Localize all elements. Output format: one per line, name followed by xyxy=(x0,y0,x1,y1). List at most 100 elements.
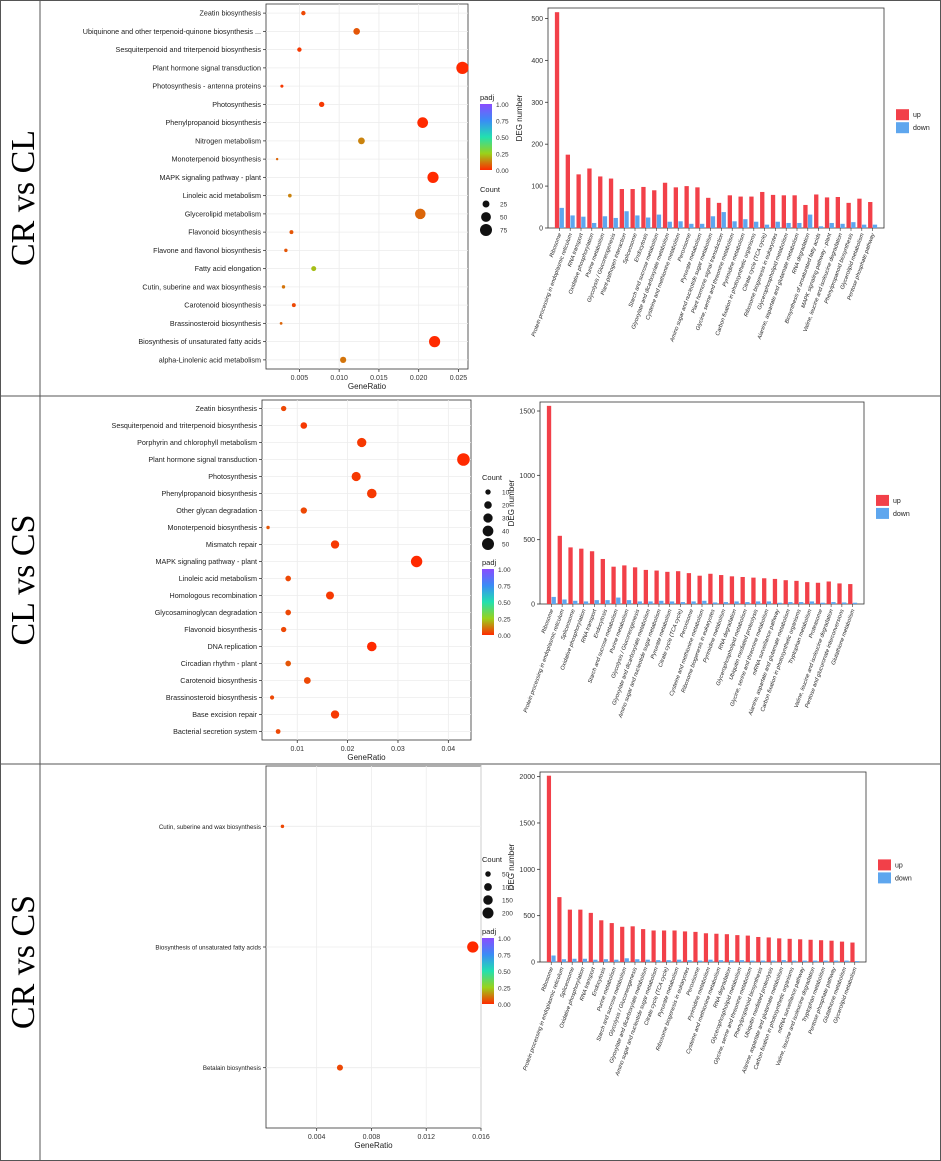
x-axis-title: GeneRatio xyxy=(354,1141,393,1150)
bar-down xyxy=(700,223,705,228)
y-tick-label: 0 xyxy=(539,226,543,233)
bar-up xyxy=(554,12,560,229)
term-label: Plant hormone signal transduction xyxy=(148,455,257,464)
bar-up xyxy=(589,551,595,604)
bar-down xyxy=(739,960,745,962)
term-point xyxy=(300,507,307,514)
bar-up xyxy=(772,578,778,604)
bar-down xyxy=(809,601,815,604)
bar-up xyxy=(652,190,657,228)
bar-up xyxy=(740,576,745,604)
bar-down xyxy=(862,224,867,228)
bar-up xyxy=(839,941,845,962)
bar-down xyxy=(799,602,804,604)
term-label: DNA replication xyxy=(207,642,257,651)
x-tick-label: 0.025 xyxy=(450,375,468,382)
bar-up xyxy=(868,202,873,228)
padj-tick-label: 0.75 xyxy=(498,584,511,591)
term-point xyxy=(457,453,470,466)
term-label: Porphyrin and chlorophyll metabolism xyxy=(137,438,257,447)
bar-up xyxy=(661,930,667,962)
y-tick-label: 500 xyxy=(523,537,535,544)
bar-down xyxy=(635,215,640,228)
count-legend-dot xyxy=(483,895,493,905)
bar-down xyxy=(593,959,598,962)
term-point xyxy=(330,710,340,719)
bar-up xyxy=(727,195,732,228)
count-legend-label: 40 xyxy=(502,529,510,536)
term-label: Brassinosteroid biosynthesis xyxy=(170,319,261,328)
bar-up xyxy=(703,933,709,962)
bar-down xyxy=(573,600,578,604)
bar-down xyxy=(775,221,780,228)
padj-tick-label: 0.50 xyxy=(498,600,511,607)
bar-down xyxy=(551,596,556,604)
row-label-1: CR vs CL xyxy=(5,130,42,266)
bar-down xyxy=(820,602,825,604)
bar-up xyxy=(579,548,584,604)
bar-up xyxy=(578,909,583,962)
bar-down xyxy=(808,214,813,228)
x-tick-label: 0.005 xyxy=(291,375,309,382)
count-legend-label: 10 xyxy=(502,490,510,497)
bar-down xyxy=(851,222,856,228)
count-legend-dot xyxy=(483,513,493,523)
bar-up xyxy=(565,154,570,228)
bar-down xyxy=(691,601,696,604)
bar-up xyxy=(794,580,799,604)
bar-up xyxy=(829,940,834,962)
bar-down xyxy=(582,958,588,962)
bar-up xyxy=(706,197,711,228)
padj-tick-label: 1.00 xyxy=(498,936,511,943)
bar-down xyxy=(831,602,836,604)
term-label: Monoterpenoid biosynthesis xyxy=(172,155,262,164)
bar-up xyxy=(777,938,782,962)
bar-up xyxy=(611,566,616,604)
bar-up xyxy=(557,897,562,962)
bar-up xyxy=(546,775,552,962)
bar-up xyxy=(632,567,638,604)
term-label: Carotenoid biosynthesis xyxy=(180,676,257,685)
y-tick-label: 1500 xyxy=(519,409,535,416)
bar-down xyxy=(781,960,786,962)
bar-down xyxy=(656,960,661,962)
term-label: Homologous recombination xyxy=(170,591,258,600)
term-label: Phenylpropanoid biosynthesis xyxy=(162,489,258,498)
term-label: Ubiquinone and other terpenoid-quinone b… xyxy=(83,27,261,36)
term-point xyxy=(366,641,377,652)
legend-label-down: down xyxy=(895,875,912,882)
padj-tick-label: 0.25 xyxy=(498,986,511,993)
term-label: Zeatin biosynthesis xyxy=(195,404,257,413)
bar-up xyxy=(609,923,614,962)
bar-down xyxy=(702,600,707,604)
y-tick-label: 500 xyxy=(523,913,535,920)
bar-down xyxy=(624,958,629,962)
term-point xyxy=(291,303,296,308)
bar-up xyxy=(787,938,792,962)
bar-down xyxy=(677,959,682,962)
legend-label-up: up xyxy=(895,862,903,869)
bar-up xyxy=(672,930,677,962)
bar-down xyxy=(797,222,802,228)
padj-tick-label: 0.50 xyxy=(496,135,509,142)
barplot-frame xyxy=(547,7,885,229)
bar-down xyxy=(732,221,737,228)
bar-down xyxy=(594,600,599,604)
bar-up xyxy=(837,583,842,604)
dotplot: 0.01 0.02 0.03 0.04 GeneRatio Zeatin biosynth… xyxy=(112,399,511,762)
term-label: Biosynthesis of unsaturated fatty acids xyxy=(155,945,261,952)
bar-down xyxy=(829,222,834,228)
term-point xyxy=(289,230,294,235)
bar-up xyxy=(697,575,702,604)
term-label: Nitrogen metabolism xyxy=(195,136,261,145)
bar-up xyxy=(770,194,776,228)
padj-tick-label: 0.75 xyxy=(496,119,509,126)
bar-down xyxy=(637,601,642,604)
bar-up xyxy=(708,573,713,604)
bar-up xyxy=(600,558,605,604)
term-point xyxy=(275,157,279,161)
count-legend-dot xyxy=(482,538,494,550)
term-point xyxy=(427,171,439,183)
y-tick-label: 0 xyxy=(531,602,535,609)
